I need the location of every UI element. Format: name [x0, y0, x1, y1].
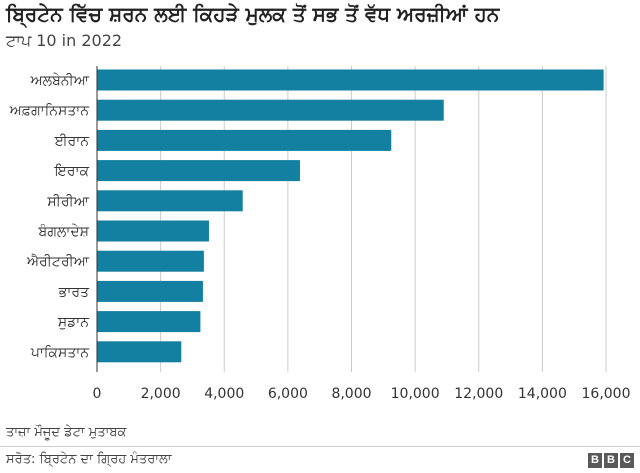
- category-label: ਸੁਡਾਨ: [57, 315, 89, 331]
- bar: [97, 280, 203, 302]
- source-text: ਸਰੋਤ: ਬ੍ਰਿਟੇਨ ਦਾ ਗ੍ਰਿਹ ਮੰਤਰਾਲਾ: [6, 452, 172, 467]
- bar: [97, 69, 604, 91]
- category-label: ਸੀਰੀਆ: [46, 194, 89, 210]
- category-label: ਈਰਾਨ: [54, 133, 90, 149]
- bar: [97, 341, 182, 363]
- chart-note: ਤਾਜ਼ਾ ਮੌਜੂਦ ਡੇਟਾ ਮੁਤਾਬਕ: [6, 425, 127, 440]
- x-tick-label: 16,000: [582, 386, 631, 402]
- bar-chart: 0 2,000 4,000 6,000 8,000 10,000 12,000 14,000 1…: [9, 66, 631, 402]
- x-tick-label: 14,000: [518, 386, 567, 402]
- chart-title: ਬ੍ਰਿਟੇਨ ਵਿੱਚ ਸ਼ਰਨ ਲਈ ਕਿਹੜੇ ਮੁਲਕ ਤੋਂ ਸਭ ਤ…: [6, 2, 500, 26]
- x-tick-label: 0: [93, 386, 102, 402]
- bbc-logo-letter: C: [620, 453, 634, 468]
- x-tick-label: 8,000: [331, 386, 371, 402]
- category-label: ਅਲਬੇਨੀਆ: [30, 73, 90, 89]
- bar: [97, 129, 392, 151]
- x-tick-label: 6,000: [268, 386, 308, 402]
- x-tick-label: 10,000: [391, 386, 440, 402]
- x-tick-label: 2,000: [141, 386, 181, 402]
- category-label: ਬੰਗਲਾਦੇਸ਼: [37, 223, 89, 240]
- x-tick-label: 4,000: [204, 386, 244, 402]
- category-label: ਅਫ਼ਗਾਨਿਸਤਾਨ: [9, 103, 90, 119]
- bbc-logo-letter: B: [588, 453, 602, 468]
- bbc-logo-letter: B: [604, 453, 618, 468]
- bar: [97, 311, 201, 333]
- bar: [97, 99, 444, 121]
- bar: [97, 160, 300, 182]
- x-tick-label: 12,000: [454, 386, 503, 402]
- category-label: ਪਾਕਿਸਤਾਨ: [30, 345, 89, 361]
- category-label: ਭਾਰਤ: [58, 284, 90, 300]
- bar: [97, 190, 243, 212]
- bar: [97, 220, 209, 242]
- bar: [97, 250, 204, 272]
- category-label: ਐਰੀਟਰੀਆ: [26, 253, 90, 270]
- bbc-logo: B B C: [588, 453, 634, 468]
- chart-subtitle: ਟਾਪ 10 in 2022: [6, 31, 123, 50]
- footer-divider: [0, 446, 640, 447]
- category-label: ਇਰਾਕ: [54, 164, 90, 180]
